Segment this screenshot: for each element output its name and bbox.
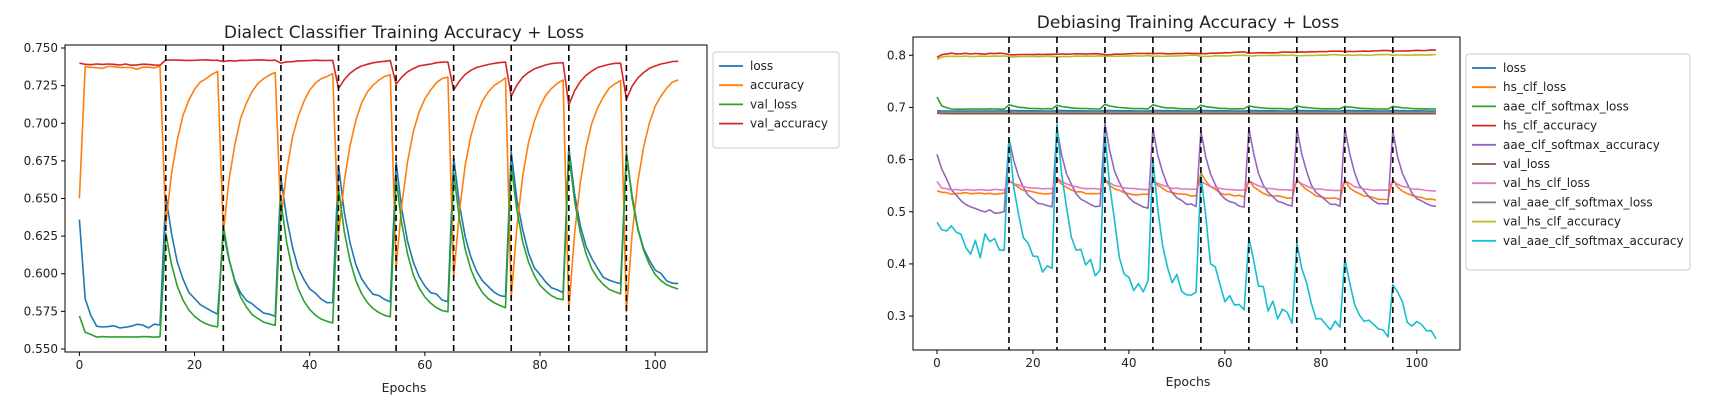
chart-title: Dialect Classifier Training Accuracy + L… — [224, 23, 584, 43]
plot-area: 0 20 40 60 80 100 0.3 0.4 0.5 0.6 0.7 0.8 — [887, 36, 1461, 370]
y-tick-label: 0.4 — [887, 257, 906, 271]
x-tick-label: 0 — [933, 356, 941, 370]
y-tick-label: 0.3 — [887, 309, 906, 323]
series-line-val-aae-clf-softmax-loss — [936, 110, 1436, 113]
y-tick-label: 0.7 — [887, 100, 906, 114]
x-tick-label: 60 — [417, 358, 432, 372]
series-line-val-accuracy — [79, 59, 679, 106]
legend-box — [1465, 53, 1691, 271]
x-tick-label: 80 — [1313, 356, 1328, 370]
x-axis-label: Epochs — [1166, 374, 1211, 389]
legend-label: val_loss — [1503, 157, 1550, 171]
x-tick-label: 20 — [1025, 356, 1040, 370]
x-tick-label: 40 — [1121, 356, 1136, 370]
series-line-val-loss — [78, 151, 679, 338]
legend-label: val_aae_clf_softmax_accuracy — [1503, 234, 1684, 248]
legend-label: loss — [750, 59, 773, 73]
legend-label: val_hs_clf_accuracy — [1503, 215, 1621, 229]
legend-label: val_hs_clf_loss — [1503, 176, 1590, 190]
y-tick-label: 0.8 — [887, 48, 906, 62]
x-tick-label: 40 — [302, 358, 317, 372]
y-tick-label: 0.750 — [24, 41, 58, 55]
legend-label: val_loss — [750, 97, 797, 111]
legend: loss accuracy val_loss val_accuracy — [712, 51, 840, 149]
series-line-val-hs-clf-loss — [936, 177, 1437, 192]
y-tick-label: 0.600 — [24, 267, 58, 281]
legend-label: aae_clf_softmax_loss — [1503, 99, 1629, 113]
y-tick-label: 0.700 — [24, 116, 58, 130]
y-tick-label: 0.725 — [24, 79, 58, 93]
x-tick-label: 100 — [644, 358, 667, 372]
y-tick-label: 0.550 — [24, 342, 58, 356]
y-tick-label: 0.625 — [24, 229, 58, 243]
series-line-val-hs-clf-accuracy — [936, 53, 1437, 61]
series-line-aae-clf-softmax-accuracy — [936, 122, 1437, 214]
dialect-classifier-chart: Dialect Classifier Training Accuracy + L… — [24, 23, 840, 395]
y-tick-label: 0.575 — [24, 304, 58, 318]
debiasing-chart: Debiasing Training Accuracy + Loss Epoch… — [887, 13, 1691, 389]
series-line-val-loss — [936, 112, 1436, 115]
legend-label: val_accuracy — [750, 117, 828, 131]
legend-label: hs_clf_loss — [1503, 80, 1566, 94]
legend-box — [712, 51, 840, 149]
y-tick-label: 0.675 — [24, 154, 58, 168]
x-tick-label: 0 — [76, 358, 84, 372]
x-tick-label: 100 — [1405, 356, 1428, 370]
legend-label: hs_clf_accuracy — [1503, 119, 1597, 133]
plot-area: 0 20 40 60 80 100 0.550 0.575 0.600 0.625 0.650 0.6… — [24, 41, 708, 372]
series-line-hs-clf-loss — [936, 171, 1437, 201]
y-tick-label: 0.6 — [887, 153, 906, 167]
series-line-hs-clf-accuracy — [936, 49, 1437, 59]
y-tick-label: 0.5 — [887, 205, 906, 219]
legend: loss hs_clf_loss aae_clf_softmax_loss hs_cl… — [1465, 53, 1691, 271]
y-tick-label: 0.650 — [24, 192, 58, 206]
legend-label: val_aae_clf_softmax_loss — [1503, 195, 1653, 209]
legend-label: accuracy — [750, 78, 804, 92]
x-tick-label: 60 — [1217, 356, 1232, 370]
series-line-loss — [936, 109, 1437, 112]
series-line-val-aae-clf-softmax-accuracy — [936, 123, 1437, 340]
x-tick-label: 80 — [532, 358, 547, 372]
x-tick-label: 20 — [187, 358, 202, 372]
axes-frame — [912, 36, 1461, 351]
x-axis-label: Epochs — [382, 380, 427, 395]
series-line-aae-clf-softmax-loss — [936, 96, 1437, 110]
chart-title: Debiasing Training Accuracy + Loss — [1037, 13, 1340, 33]
legend-label: loss — [1503, 61, 1526, 75]
series-line-loss — [78, 146, 679, 329]
legend-label: aae_clf_softmax_accuracy — [1503, 138, 1660, 152]
series-line-accuracy — [78, 65, 679, 313]
